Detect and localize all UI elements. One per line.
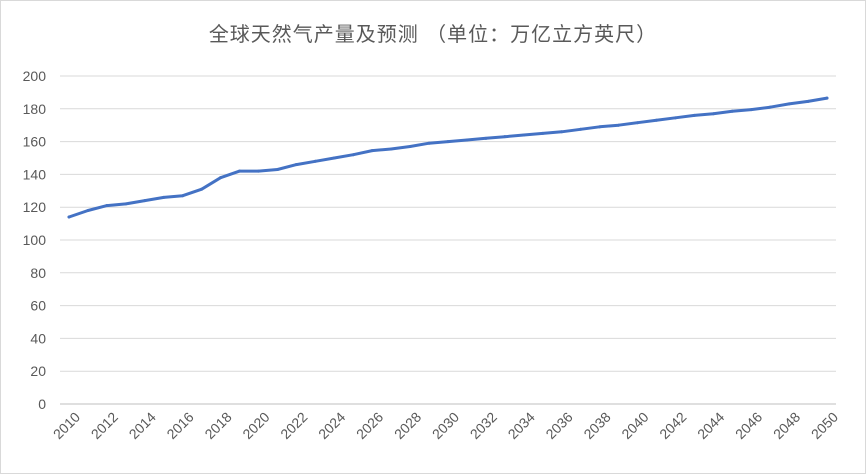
- data-point: [389, 147, 393, 151]
- data-point: [351, 153, 355, 157]
- x-tick-label: 2038: [580, 409, 613, 442]
- y-tick-label: 40: [30, 330, 46, 346]
- y-tick-label: 100: [23, 232, 47, 248]
- x-tick-label: 2016: [163, 409, 196, 442]
- data-point: [67, 215, 71, 219]
- data-point: [730, 109, 734, 113]
- data-point: [522, 133, 526, 137]
- data-point: [257, 169, 260, 173]
- data-point: [370, 149, 374, 153]
- x-tick-label: 2048: [770, 409, 803, 442]
- data-point: [711, 112, 715, 116]
- data-point: [86, 208, 90, 212]
- data-point: [446, 140, 450, 144]
- data-point: [673, 116, 677, 120]
- data-point: [768, 105, 772, 109]
- chart-title: 全球天然气产量及预测 （单位：万亿立方英尺）: [208, 22, 658, 46]
- data-point: [636, 121, 639, 125]
- data-point: [484, 136, 488, 140]
- x-tick-label: 2012: [88, 409, 121, 442]
- x-tick-label: 2030: [429, 409, 462, 442]
- data-point: [275, 167, 279, 171]
- data-point: [579, 127, 583, 131]
- x-tick-label: 2014: [126, 409, 159, 442]
- data-point: [105, 204, 109, 208]
- data-point: [503, 135, 507, 139]
- x-tick-label: 2044: [694, 409, 727, 442]
- data-point: [219, 176, 223, 180]
- data-point: [124, 202, 128, 206]
- y-tick-label: 120: [23, 199, 47, 215]
- data-point: [541, 131, 545, 135]
- y-tick-label: 140: [23, 166, 47, 182]
- data-point: [162, 195, 166, 199]
- x-tick-label: 2026: [353, 409, 386, 442]
- data-point: [749, 108, 753, 112]
- x-tick-label: 2020: [239, 409, 272, 442]
- y-tick-label: 0: [38, 396, 46, 412]
- x-tick-label: 2018: [201, 409, 234, 442]
- data-point: [787, 102, 791, 106]
- data-point: [408, 145, 412, 149]
- x-tick-label: 2034: [505, 409, 538, 442]
- data-point: [294, 163, 298, 167]
- data-point: [560, 130, 564, 134]
- data-point: [598, 125, 602, 129]
- x-tick-label: 2028: [391, 409, 424, 442]
- data-point: [332, 156, 336, 160]
- y-tick-label: 180: [23, 101, 47, 117]
- y-tick-label: 80: [30, 265, 46, 281]
- x-tick-label: 2024: [315, 409, 348, 442]
- y-tick-label: 200: [23, 68, 47, 84]
- x-tick-label: 2032: [467, 409, 500, 442]
- data-point: [427, 141, 431, 145]
- x-tick-label: 2050: [808, 409, 841, 442]
- y-tick-label: 60: [30, 298, 46, 314]
- data-point: [238, 169, 242, 173]
- data-point: [692, 113, 696, 117]
- x-tick-label: 2046: [732, 409, 765, 442]
- data-point: [313, 159, 317, 163]
- y-tick-label: 160: [23, 134, 47, 150]
- x-tick-label: 2010: [50, 409, 83, 442]
- data-point: [143, 199, 147, 203]
- y-tick-label: 20: [30, 363, 46, 379]
- data-point: [200, 187, 204, 191]
- x-tick-label: 2042: [656, 409, 689, 442]
- data-point: [465, 138, 469, 142]
- series-line: [67, 96, 829, 219]
- x-tick-label: 2036: [542, 409, 575, 442]
- x-tick-label: 2022: [277, 409, 310, 442]
- data-point: [806, 99, 810, 103]
- data-point: [825, 96, 829, 100]
- data-point: [181, 194, 185, 198]
- x-tick-label: 2040: [618, 409, 651, 442]
- data-point: [654, 118, 658, 122]
- data-point: [617, 123, 621, 127]
